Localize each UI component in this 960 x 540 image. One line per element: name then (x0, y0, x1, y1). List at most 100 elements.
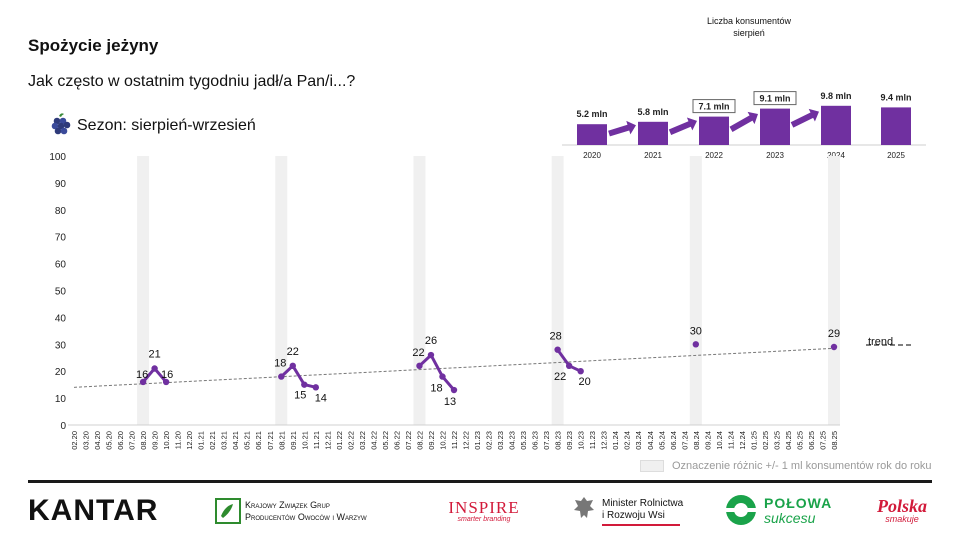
x-tick-label: 11.20 (174, 431, 183, 449)
polska-smakuje-logo: Polska smakuje (872, 496, 932, 524)
data-label: 21 (148, 349, 160, 361)
consumers-year-label: 2021 (644, 151, 662, 160)
polowa-line2: sukcesu (764, 510, 816, 526)
x-tick-label: 07.21 (266, 431, 275, 450)
x-tick-label: 03.20 (82, 431, 91, 450)
data-point (416, 362, 423, 370)
consumers-bar-label: 9.4 mln (880, 92, 911, 102)
x-tick-label: 01.24 (611, 431, 620, 450)
x-tick-label: 07.23 (542, 431, 551, 450)
polowa-emblem-icon (726, 495, 756, 525)
data-point (151, 365, 158, 372)
season-label: Sezon: sierpień-wrzesień (77, 117, 256, 134)
chart-title: Spożycie jeżyny (28, 36, 159, 55)
x-tick-label: 07.20 (128, 431, 137, 450)
x-tick-label: 06.20 (116, 431, 125, 450)
x-tick-label: 05.24 (657, 431, 666, 450)
data-label: 22 (287, 346, 299, 358)
polska-line1: Polska (876, 496, 927, 516)
consumers-bar (760, 108, 790, 145)
growth-arrow-icon (668, 117, 697, 136)
polska-line2: smakuje (885, 514, 919, 524)
x-tick-label: 08.24 (692, 431, 701, 450)
highlight-band (413, 156, 426, 425)
consumers-bar-label: 9.8 mln (820, 91, 851, 101)
x-tick-label: 04.24 (646, 431, 655, 450)
data-point (439, 373, 446, 380)
x-tick-label: 06.22 (392, 431, 401, 450)
data-point (427, 351, 435, 359)
x-tick-label: 02.20 (70, 431, 79, 450)
y-tick-label: 20 (55, 367, 67, 378)
x-tick-label: 12.24 (738, 431, 747, 450)
y-tick-label: 60 (55, 260, 67, 271)
x-tick-label: 08.25 (830, 431, 839, 450)
data-label: 16 (136, 369, 148, 381)
kzgpow-line2: Producentów Owoców i Warzyw (245, 512, 367, 522)
highlight-band (689, 156, 702, 425)
consumers-year-label: 2025 (887, 151, 905, 160)
x-tick-label: 03.23 (496, 431, 505, 450)
polowa-line1: POŁOWA (764, 495, 833, 511)
y-tick-label: 30 (55, 340, 67, 351)
consumers-bar (638, 121, 668, 145)
x-tick-label: 05.25 (795, 431, 804, 450)
series-line (280, 364, 317, 389)
x-tick-label: 11.23 (588, 431, 597, 449)
data-label: 28 (550, 331, 562, 343)
data-label: 26 (425, 335, 437, 347)
data-label: 22 (412, 347, 424, 359)
y-tick-label: 80 (55, 206, 67, 217)
x-tick-label: 10.23 (577, 431, 586, 450)
data-point (692, 341, 700, 348)
x-tick-label: 02.21 (208, 431, 217, 450)
x-tick-label: 04.22 (369, 431, 378, 450)
x-tick-label: 04.20 (93, 431, 102, 450)
x-tick-label: 01.22 (335, 431, 344, 450)
x-tick-label: 05.22 (381, 431, 390, 450)
y-tick-label: 70 (55, 233, 67, 244)
growth-arrow-shape (729, 111, 759, 132)
legend-trend-label: trend (868, 336, 894, 348)
x-tick-label: 01.21 (197, 431, 206, 450)
x-tick-label: 10.21 (300, 431, 309, 450)
data-label: 22 (554, 371, 566, 383)
chart-subtitle: Jak często w ostatnim tygodniu jadł/a Pa… (28, 73, 356, 90)
data-label: 15 (294, 390, 306, 402)
data-label: 30 (690, 325, 702, 337)
consumers-bar (577, 124, 607, 145)
data-label: 29 (828, 328, 840, 340)
consumers-bar (699, 116, 729, 145)
data-label: 14 (315, 392, 327, 404)
blackberry-icon (51, 113, 71, 135)
trend-line (73, 347, 835, 388)
x-tick-label: 01.25 (749, 431, 758, 450)
consumers-bar (821, 105, 851, 145)
x-tick-label: 02.22 (346, 431, 355, 450)
growth-arrow-icon (790, 108, 819, 128)
x-tick-label: 10.20 (162, 431, 171, 450)
x-tick-label: 09.23 (565, 431, 574, 450)
consumers-bar-label: 5.2 mln (576, 109, 607, 119)
data-point (450, 386, 458, 394)
x-tick-label: 11.21 (312, 431, 321, 449)
x-tick-label: 08.23 (554, 431, 563, 450)
y-tick-label: 40 (55, 313, 67, 324)
y-tick-label: 50 (55, 287, 67, 298)
data-point (301, 381, 308, 388)
consumers-year-label: 2020 (583, 151, 601, 160)
x-tick-label: 08.22 (415, 431, 424, 450)
x-tick-label: 07.24 (680, 431, 689, 450)
x-tick-label: 04.21 (231, 431, 240, 450)
x-tick-label: 06.24 (669, 431, 678, 450)
x-tick-label: 05.20 (105, 431, 114, 450)
y-tick-label: 0 (60, 421, 66, 432)
data-point (554, 346, 561, 353)
x-tick-label: 06.25 (807, 431, 816, 450)
x-tick-label: 06.23 (531, 431, 540, 450)
inspire-line2: smarter branding (457, 516, 511, 523)
legend-highlight-swatch (640, 460, 664, 473)
data-point (577, 368, 584, 375)
x-tick-label: 11.24 (726, 431, 735, 449)
